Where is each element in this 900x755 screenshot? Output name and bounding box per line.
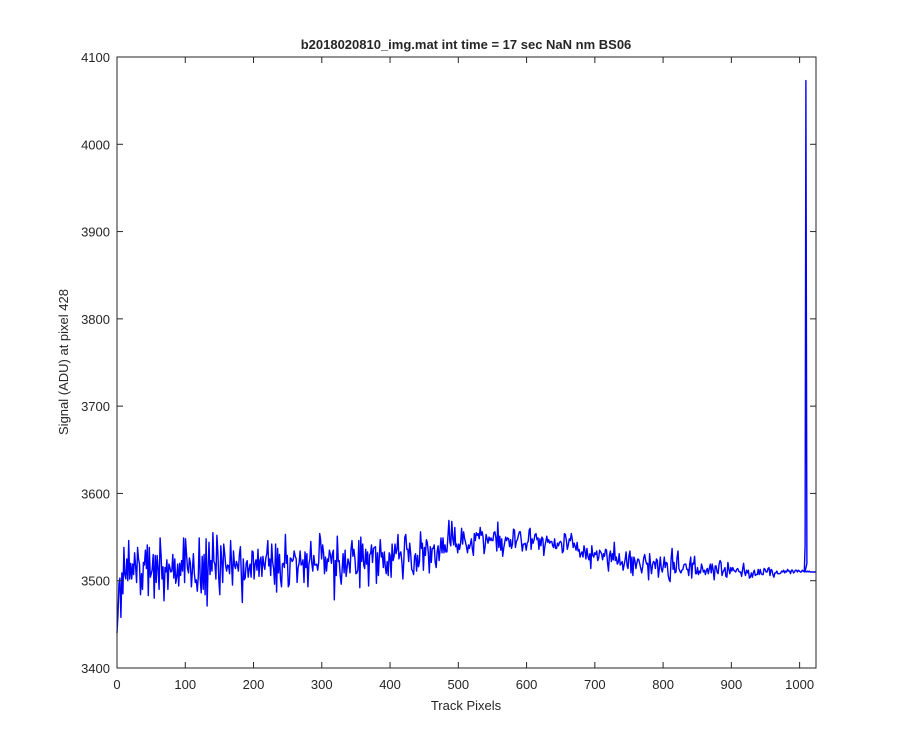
x-tick-label: 100 bbox=[174, 677, 196, 692]
x-tick-label: 700 bbox=[584, 677, 606, 692]
x-tick-label: 300 bbox=[311, 677, 333, 692]
y-tick-label: 3700 bbox=[81, 399, 110, 414]
y-axis-ticks: 3400 3500 3600 3700 3800 3900 4000 4100 bbox=[81, 50, 816, 676]
x-tick-label: 600 bbox=[516, 677, 538, 692]
y-tick-label: 4100 bbox=[81, 50, 110, 65]
series-line bbox=[116, 79, 816, 634]
y-tick-label: 3800 bbox=[81, 312, 110, 327]
y-tick-label: 3600 bbox=[81, 486, 110, 501]
y-tick-label: 4000 bbox=[81, 137, 110, 152]
y-tick-label: 3500 bbox=[81, 574, 110, 589]
x-tick-label: 500 bbox=[447, 677, 469, 692]
x-tick-label: 900 bbox=[721, 677, 743, 692]
x-axis-ticks: 0 100 200 300 400 500 600 700 800 900 1000 bbox=[113, 57, 814, 692]
y-axis-label: Signal (ADU) at pixel 428 bbox=[56, 289, 71, 435]
y-tick-label: 3400 bbox=[81, 661, 110, 676]
x-axis-label: Track Pixels bbox=[431, 698, 502, 713]
x-tick-label: 800 bbox=[652, 677, 674, 692]
y-tick-label: 3900 bbox=[81, 225, 110, 240]
x-tick-label: 0 bbox=[113, 677, 120, 692]
x-tick-label: 200 bbox=[243, 677, 265, 692]
chart-title: b2018020810_img.mat int time = 17 sec Na… bbox=[301, 37, 632, 52]
axes-box bbox=[116, 56, 817, 669]
x-tick-label: 1000 bbox=[785, 677, 814, 692]
x-tick-label: 400 bbox=[379, 677, 401, 692]
